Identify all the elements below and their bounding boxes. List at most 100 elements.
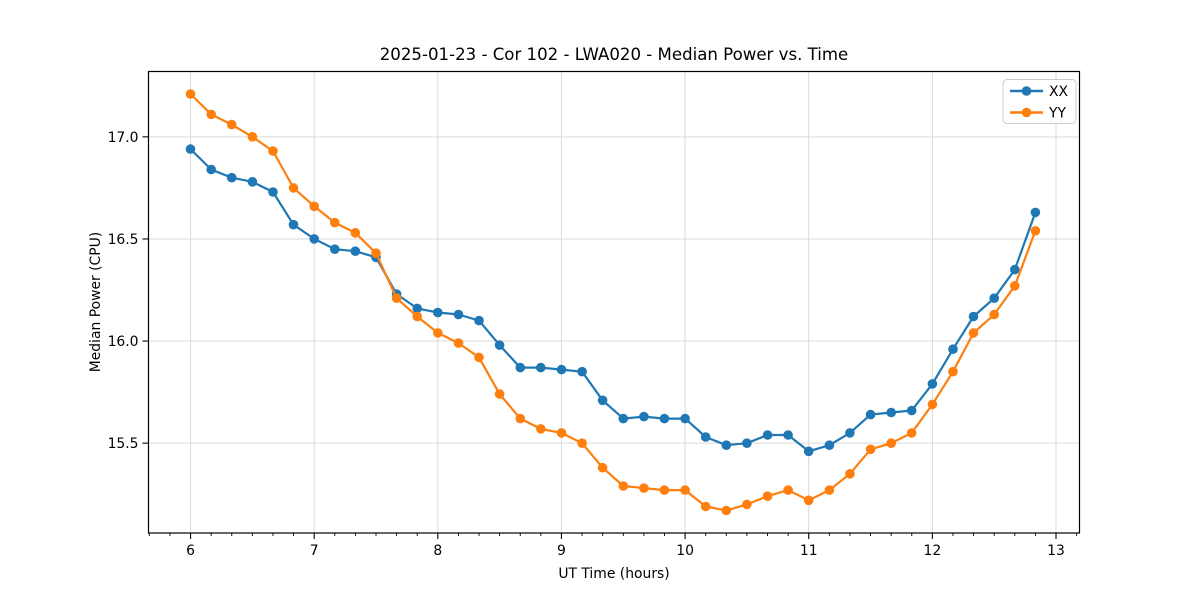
data-point-yy — [474, 352, 484, 363]
data-point-yy — [515, 413, 526, 424]
data-point-xx — [536, 362, 546, 373]
data-point-xx — [412, 303, 423, 314]
data-point-xx — [721, 440, 732, 451]
plot-border — [147, 70, 1081, 534]
legend-label-yy: YY — [1048, 105, 1066, 121]
legend-marker-xx — [1021, 86, 1032, 96]
series-line-yy — [189, 92, 1037, 512]
data-point-xx — [639, 411, 649, 422]
data-point-xx — [1030, 207, 1041, 218]
data-point-xx — [948, 344, 958, 355]
data-point-xx — [268, 187, 278, 197]
data-point-yy — [288, 183, 299, 193]
data-point-yy — [1030, 226, 1041, 236]
data-point-yy — [989, 309, 999, 320]
data-point-xx — [226, 172, 237, 183]
data-point-xx — [185, 144, 196, 154]
data-point-xx — [556, 364, 567, 375]
data-point-yy — [453, 338, 464, 348]
data-point-yy — [1010, 281, 1020, 291]
data-point-xx — [330, 244, 340, 254]
data-point-yy — [577, 438, 587, 449]
data-point-xx — [886, 407, 896, 418]
data-point-xx — [762, 430, 773, 440]
data-point-xx — [700, 432, 711, 442]
data-point-xx — [865, 409, 876, 420]
data-point-xx — [474, 315, 484, 326]
data-point-yy — [700, 501, 711, 512]
data-point-yy — [350, 228, 361, 238]
data-point-yy — [968, 328, 979, 338]
x-tick-label: 6 — [186, 543, 195, 559]
data-point-xx — [1010, 264, 1020, 275]
x-tick-label: 12 — [924, 543, 942, 559]
data-point-xx — [453, 309, 464, 320]
data-point-yy — [330, 217, 340, 228]
data-point-xx — [783, 430, 793, 440]
data-point-yy — [845, 469, 855, 479]
data-point-yy — [762, 491, 773, 502]
y-tick-label: 16.0 — [108, 334, 139, 350]
data-point-yy — [536, 424, 546, 434]
data-point-yy — [371, 248, 381, 258]
data-point-yy — [721, 505, 732, 516]
data-point-xx — [845, 428, 855, 438]
series-markers-yy — [185, 89, 1041, 516]
x-axis-label: UT Time (hours) — [558, 566, 669, 582]
data-point-yy — [680, 485, 690, 495]
chart-title: 2025-01-23 - Cor 102 - LWA020 - Median P… — [380, 45, 849, 64]
data-point-yy — [824, 485, 835, 495]
data-point-yy — [206, 109, 216, 120]
data-point-yy — [412, 311, 423, 322]
y-tick-label: 17.0 — [108, 130, 139, 146]
data-point-xx — [247, 177, 258, 187]
data-point-yy — [268, 146, 278, 156]
data-point-yy — [185, 89, 196, 99]
data-point-yy — [309, 201, 320, 212]
data-point-yy — [783, 485, 793, 495]
data-point-xx — [906, 405, 917, 416]
data-point-yy — [865, 444, 876, 455]
y-tick-label: 16.5 — [108, 232, 139, 248]
data-point-yy — [742, 499, 752, 510]
data-point-xx — [515, 362, 526, 373]
legend-label-xx: XX — [1049, 84, 1069, 100]
legend: XX YY — [1002, 79, 1077, 124]
data-point-xx — [659, 413, 670, 424]
data-point-yy — [659, 485, 670, 495]
data-point-yy — [597, 462, 608, 473]
data-point-xx — [433, 307, 443, 318]
data-point-xx — [680, 413, 690, 424]
data-point-xx — [597, 395, 608, 406]
data-point-yy — [556, 428, 567, 438]
x-tick-label: 9 — [557, 543, 566, 559]
data-point-xx — [927, 379, 938, 389]
data-point-yy — [226, 119, 237, 130]
data-point-xx — [309, 234, 320, 244]
y-tick-label: 15.5 — [108, 436, 139, 452]
data-point-yy — [494, 389, 505, 399]
data-point-xx — [206, 164, 216, 175]
data-point-yy — [391, 293, 402, 304]
data-point-yy — [948, 366, 958, 377]
x-tick-label: 10 — [676, 543, 694, 559]
data-series — [185, 89, 1041, 516]
data-point-xx — [824, 440, 835, 451]
data-point-xx — [494, 340, 505, 350]
x-tick-label: 13 — [1047, 543, 1065, 559]
data-point-xx — [618, 413, 629, 424]
series-markers-xx — [185, 144, 1041, 457]
series-line-xx — [189, 148, 1037, 453]
data-point-yy — [803, 495, 814, 506]
data-point-yy — [639, 483, 649, 493]
data-point-yy — [618, 481, 629, 491]
data-point-xx — [989, 293, 999, 304]
x-tick-label: 8 — [433, 543, 442, 559]
data-point-yy — [886, 438, 896, 449]
data-point-yy — [927, 399, 938, 410]
y-axis-label: Median Power (CPU) — [88, 232, 104, 372]
data-point-yy — [906, 428, 917, 438]
data-point-xx — [288, 219, 299, 230]
